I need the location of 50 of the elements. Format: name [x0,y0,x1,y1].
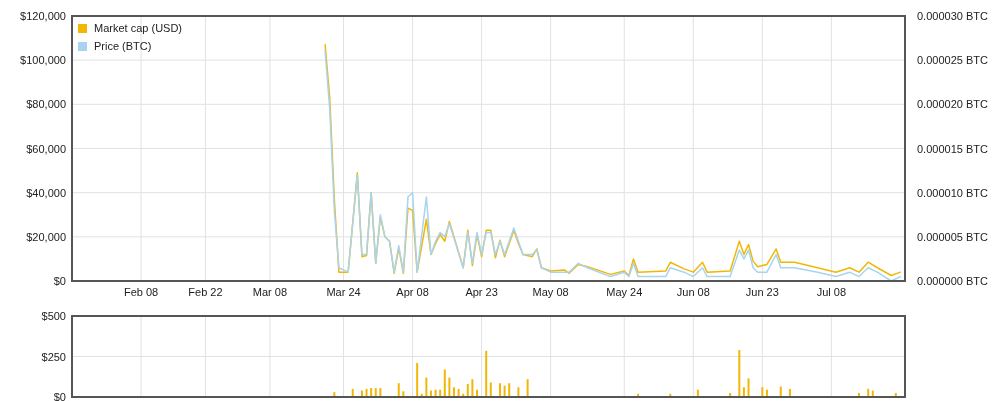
legend-label: Price (BTC) [94,40,152,52]
x-tick-label: Apr 08 [396,286,429,298]
bar [466,384,469,397]
x-tick-label: May 08 [532,286,569,298]
bar [416,362,419,397]
x-tick-label: Jun 08 [676,286,710,298]
bar [471,379,474,397]
bar [761,387,764,397]
y2-tick-label: 0.000015 BTC [917,142,988,155]
bar [526,379,529,397]
y-tick-label: $80,000 [26,98,66,111]
x-tick-label: Feb 08 [123,286,159,298]
y2-tick-label: 0.000000 BTC [917,275,988,287]
bar [485,350,488,397]
x-tick-label: Feb 22 [188,286,223,298]
legend-label: Market cap (USD) [94,22,183,34]
y2-tick-label: 0.000010 BTC [917,186,988,199]
y-tick-label: $100,000 [20,54,66,67]
x-tick-label: Apr 23 [465,286,498,298]
y2-tick-label: 0.000005 BTC [917,230,988,243]
y-tick-label: $120,000 [20,10,66,22]
y2-tick-label: 0.000030 BTC [917,10,988,22]
y-tick-label: $60,000 [26,142,66,155]
y-tick-label: $20,000 [26,230,66,243]
bar [742,387,745,397]
bar [779,386,782,397]
bar [402,391,405,397]
bar [499,383,502,397]
bar [448,377,451,397]
x-tick-label: Jun 23 [745,286,779,298]
bar [489,382,492,397]
bar [517,387,520,397]
y2-tick-label: 0.000025 BTC [917,54,988,67]
bar [738,350,741,397]
y-tick-label: $0 [53,391,66,401]
x-tick-label: Jul 08 [816,286,847,298]
bar [425,377,428,397]
y-tick-label: $40,000 [26,186,66,199]
x-tick-label: Mar 24 [326,286,361,298]
y-tick-label: $500 [41,310,66,322]
bar [452,387,455,397]
y2-tick-label: 0.000020 BTC [917,98,988,111]
bar [747,378,750,397]
y-tick-label: $250 [41,350,66,363]
x-tick-label: May 24 [606,286,643,298]
bar [443,369,446,397]
x-tick-label: Mar 08 [252,286,288,298]
bar [508,383,511,397]
y-tick-label: $0 [53,275,66,287]
bar [397,383,400,397]
